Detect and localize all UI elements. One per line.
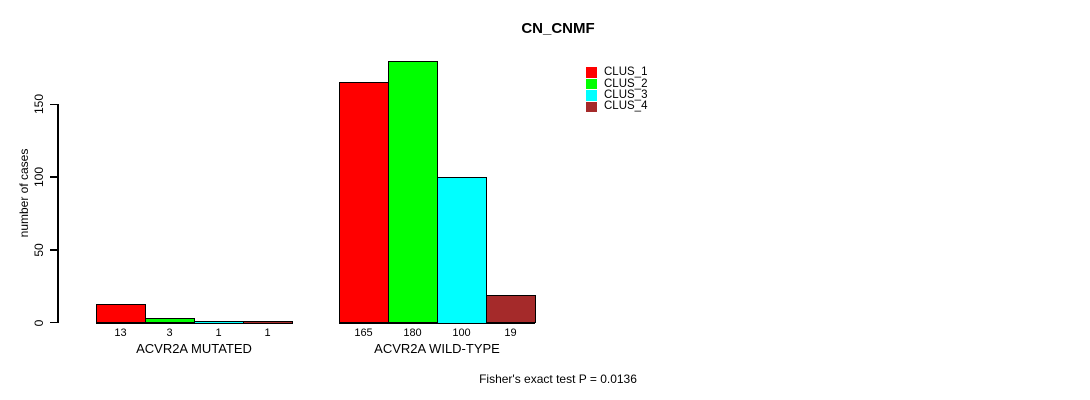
bar — [437, 177, 487, 324]
y-tick-label: 50 — [32, 243, 46, 257]
bar — [388, 60, 438, 324]
bar — [194, 321, 244, 324]
legend-row: CLUS_1 — [586, 66, 648, 79]
bar-value-label: 1 — [264, 327, 271, 339]
y-axis-line — [57, 104, 59, 323]
bar-value-label: 165 — [354, 327, 373, 339]
bar — [145, 318, 195, 324]
legend-row: CLUS_2 — [586, 77, 648, 90]
bar — [486, 294, 536, 324]
y-axis-title: number of cases — [17, 148, 31, 238]
y-tick-label: 150 — [32, 94, 46, 115]
legend-row: CLUS_3 — [586, 88, 648, 101]
y-tick-mark — [50, 176, 58, 178]
bar — [243, 321, 293, 324]
group-label: ACVR2A WILD-TYPE — [374, 341, 500, 356]
fisher-test-note: Fisher's exact test P = 0.0136 — [479, 372, 637, 386]
bar-value-label: 3 — [166, 327, 173, 339]
y-tick-label: 0 — [32, 319, 46, 326]
bar-value-label: 1 — [215, 327, 222, 339]
y-tick-mark — [50, 249, 58, 251]
legend-swatch-icon — [586, 90, 597, 101]
legend-swatch-icon — [586, 101, 597, 113]
y-tick-mark — [50, 103, 58, 105]
legend-label: CLUS_2 — [604, 77, 648, 90]
y-tick-mark — [50, 321, 58, 324]
bar-value-label: 13 — [114, 327, 127, 339]
bar-value-label: 100 — [452, 327, 471, 339]
bar — [339, 82, 389, 324]
y-tick-label: 100 — [32, 166, 46, 188]
chart-title: CN_CNMF — [521, 20, 595, 37]
bar — [96, 303, 146, 324]
legend-label: CLUS_3 — [604, 88, 648, 101]
legend-label: CLUS_4 — [604, 100, 648, 113]
group-label: ACVR2A MUTATED — [136, 341, 252, 356]
legend-swatch-icon — [586, 67, 597, 78]
legend-row: CLUS_4 — [586, 100, 648, 113]
bar-value-label: 19 — [504, 327, 517, 339]
bar-value-label: 180 — [403, 327, 422, 339]
legend: CLUS_1 CLUS_2 CLUS_3 CLUS_4 — [586, 66, 648, 113]
legend-label: CLUS_1 — [604, 66, 648, 79]
legend-swatch-icon — [586, 78, 597, 90]
